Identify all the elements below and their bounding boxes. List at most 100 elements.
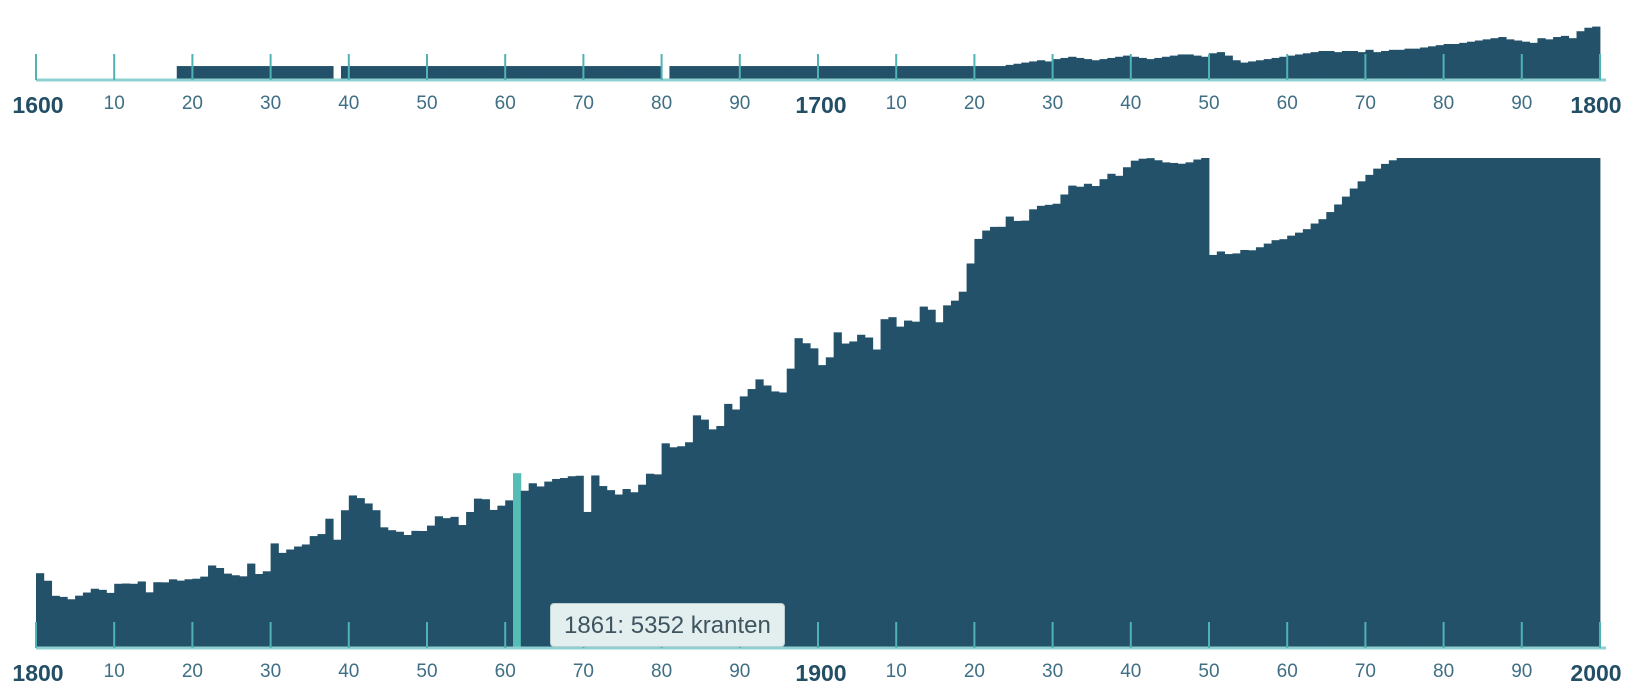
bar[interactable] <box>317 534 326 648</box>
bar[interactable] <box>309 536 318 648</box>
bar[interactable] <box>262 571 271 648</box>
bar[interactable] <box>239 576 248 648</box>
bar[interactable] <box>825 357 835 648</box>
bar[interactable] <box>1185 54 1194 80</box>
bar[interactable] <box>1052 59 1061 80</box>
bar[interactable] <box>1044 61 1053 80</box>
bar[interactable] <box>786 66 795 80</box>
bar[interactable] <box>43 580 53 648</box>
bar[interactable] <box>575 475 584 648</box>
bar[interactable] <box>356 498 365 648</box>
bar[interactable] <box>442 66 451 80</box>
bar[interactable] <box>1420 158 1429 648</box>
bar[interactable] <box>1091 186 1100 648</box>
bar[interactable] <box>497 505 506 648</box>
bar[interactable] <box>1498 158 1507 648</box>
bar[interactable] <box>1209 53 1218 80</box>
bar[interactable] <box>411 66 420 80</box>
bar[interactable] <box>1224 254 1233 648</box>
bar[interactable] <box>1412 158 1421 648</box>
bar[interactable] <box>520 490 530 648</box>
bar[interactable] <box>1490 158 1499 648</box>
bar[interactable] <box>90 588 99 648</box>
bar[interactable] <box>82 592 92 648</box>
bar[interactable] <box>372 66 381 80</box>
bar[interactable] <box>1044 204 1053 648</box>
bar-highlighted[interactable] <box>513 473 522 648</box>
bar[interactable] <box>520 66 530 80</box>
bar[interactable] <box>434 516 444 648</box>
bar[interactable] <box>943 305 952 648</box>
bar[interactable] <box>1537 158 1546 648</box>
bar[interactable] <box>184 66 193 80</box>
bar[interactable] <box>833 66 842 80</box>
bar[interactable] <box>1122 167 1132 649</box>
bar[interactable] <box>864 66 874 80</box>
bar[interactable] <box>1521 41 1531 80</box>
bar[interactable] <box>301 544 311 648</box>
bar[interactable] <box>1521 158 1531 648</box>
bar[interactable] <box>340 510 350 648</box>
bar[interactable] <box>606 490 616 648</box>
bar[interactable] <box>1224 55 1233 80</box>
bar[interactable] <box>1357 181 1366 648</box>
bar[interactable] <box>450 516 459 648</box>
bar[interactable] <box>974 66 983 80</box>
bar[interactable] <box>254 66 264 80</box>
bar[interactable] <box>1099 179 1108 649</box>
bar[interactable] <box>864 337 874 649</box>
bar[interactable] <box>215 568 225 648</box>
bar[interactable] <box>239 66 248 80</box>
bar[interactable] <box>1013 220 1022 649</box>
bar[interactable] <box>1107 57 1116 80</box>
bar[interactable] <box>1076 186 1085 648</box>
bar[interactable] <box>1365 49 1374 80</box>
bar[interactable] <box>1068 56 1077 80</box>
bar[interactable] <box>1240 249 1249 648</box>
bar[interactable] <box>966 66 975 80</box>
bar[interactable] <box>763 385 772 648</box>
bar[interactable] <box>990 226 999 649</box>
bar[interactable] <box>935 322 944 648</box>
bar[interactable] <box>1287 235 1296 648</box>
bar[interactable] <box>1381 163 1390 648</box>
bar[interactable] <box>1146 59 1155 80</box>
bar[interactable] <box>888 317 897 648</box>
bar[interactable] <box>380 527 389 648</box>
bar[interactable] <box>1529 42 1538 80</box>
bar[interactable] <box>1115 175 1124 649</box>
bar[interactable] <box>497 66 506 80</box>
bar[interactable] <box>1427 158 1437 648</box>
bar[interactable] <box>59 596 68 648</box>
bar[interactable] <box>481 66 490 80</box>
bar[interactable] <box>1287 55 1296 80</box>
bar[interactable] <box>168 579 178 648</box>
bar[interactable] <box>364 503 373 648</box>
bar[interactable] <box>1537 38 1546 80</box>
bar[interactable] <box>380 66 389 80</box>
bar[interactable] <box>1467 41 1476 80</box>
bar[interactable] <box>1162 56 1171 80</box>
bar[interactable] <box>559 66 569 80</box>
bar[interactable] <box>630 66 639 80</box>
bar[interactable] <box>200 576 209 648</box>
bar[interactable] <box>1404 48 1413 80</box>
bar[interactable] <box>552 478 561 648</box>
bar[interactable] <box>919 306 928 648</box>
bar[interactable] <box>1107 173 1116 648</box>
bar[interactable] <box>1451 44 1460 80</box>
bar[interactable] <box>911 66 921 80</box>
bar[interactable] <box>1013 63 1022 80</box>
bar[interactable] <box>645 66 655 80</box>
bar[interactable] <box>700 419 709 648</box>
bar[interactable] <box>1443 158 1452 648</box>
bar[interactable] <box>567 476 576 648</box>
bar[interactable] <box>1295 54 1304 80</box>
bar[interactable] <box>1169 162 1179 648</box>
bar[interactable] <box>974 238 983 649</box>
bar[interactable] <box>208 66 217 80</box>
bar[interactable] <box>677 446 686 648</box>
bar[interactable] <box>700 66 709 80</box>
bar[interactable] <box>1326 212 1335 648</box>
bar[interactable] <box>278 66 287 80</box>
